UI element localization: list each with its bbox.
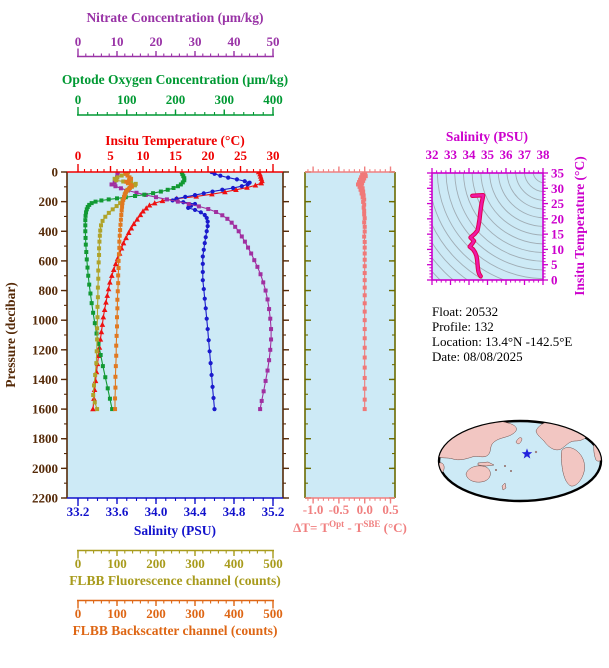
svg-text:500: 500 — [263, 606, 283, 621]
svg-text:25: 25 — [234, 148, 248, 163]
oxygen-axis-title: Optode Oxygen Concentration (μm/kg) — [62, 72, 288, 87]
svg-text:200: 200 — [39, 194, 59, 209]
location-line: Location: 13.4°N -142.5°E — [432, 334, 572, 349]
svg-text:800: 800 — [39, 283, 59, 298]
svg-text:5: 5 — [107, 148, 114, 163]
svg-text:50: 50 — [267, 34, 280, 49]
svg-text:400: 400 — [224, 556, 244, 571]
svg-text:200: 200 — [166, 92, 186, 107]
map-island-dot — [535, 451, 537, 453]
svg-text:20: 20 — [150, 34, 163, 49]
svg-text:2000: 2000 — [32, 461, 58, 476]
profile-number-line: Profile: 132 — [432, 319, 494, 334]
svg-text:100: 100 — [117, 92, 137, 107]
fluorescence-axis-title: FLBB Fluorescence channel (counts) — [69, 573, 281, 588]
svg-text:34.8: 34.8 — [223, 504, 246, 519]
svg-text:1400: 1400 — [32, 372, 58, 387]
svg-text:0: 0 — [52, 165, 59, 180]
svg-text:-1.0: -1.0 — [303, 502, 324, 517]
svg-text:10: 10 — [551, 242, 564, 257]
svg-text:500: 500 — [263, 556, 283, 571]
svg-text:200: 200 — [146, 606, 166, 621]
svg-text:0: 0 — [75, 606, 82, 621]
svg-text:34.4: 34.4 — [184, 504, 207, 519]
svg-text:35: 35 — [551, 166, 565, 181]
svg-text:0.5: 0.5 — [382, 502, 399, 517]
svg-text:0: 0 — [551, 273, 558, 288]
svg-text:15: 15 — [169, 148, 183, 163]
delta-t-axis-label: ΔT= TOpt - TSBE (°C) — [293, 519, 407, 535]
svg-text:34: 34 — [463, 147, 477, 162]
svg-text:300: 300 — [215, 92, 235, 107]
backscatter-axis-title: FLBB Backscatter channel (counts) — [73, 623, 278, 638]
map-island-dot — [504, 465, 506, 467]
svg-text:0: 0 — [75, 92, 82, 107]
map-africa-east — [594, 438, 605, 462]
svg-text:20: 20 — [202, 148, 215, 163]
temperature-axis-title: Insitu Temperature (°C) — [105, 133, 244, 148]
svg-text:0: 0 — [75, 556, 82, 571]
svg-text:1600: 1600 — [32, 402, 58, 417]
svg-text:-0.5: -0.5 — [329, 502, 350, 517]
date-line: Date: 08/08/2025 — [432, 349, 523, 364]
svg-text:36: 36 — [500, 147, 514, 162]
svg-text:300: 300 — [185, 556, 205, 571]
map-island-dot — [495, 469, 497, 471]
svg-text:33.6: 33.6 — [106, 504, 129, 519]
svg-text:10: 10 — [111, 34, 124, 49]
svg-text:32: 32 — [426, 147, 439, 162]
svg-text:37: 37 — [518, 147, 532, 162]
svg-text:33: 33 — [444, 147, 458, 162]
svg-text:0.0: 0.0 — [357, 502, 373, 517]
svg-text:40: 40 — [228, 34, 241, 49]
ts-salinity-axis-title: Salinity (PSU) — [446, 129, 528, 144]
pressure-axis-title: Pressure (decibar) — [3, 282, 18, 388]
svg-text:1800: 1800 — [32, 431, 58, 446]
svg-text:400: 400 — [263, 92, 283, 107]
svg-text:1000: 1000 — [32, 313, 58, 328]
svg-text:33.2: 33.2 — [67, 504, 90, 519]
svg-text:30: 30 — [189, 34, 202, 49]
svg-text:200: 200 — [146, 556, 166, 571]
svg-text:34.0: 34.0 — [145, 504, 168, 519]
svg-text:30: 30 — [267, 148, 280, 163]
svg-text:300: 300 — [185, 606, 205, 621]
svg-text:0: 0 — [75, 34, 82, 49]
svg-text:100: 100 — [107, 556, 127, 571]
svg-text:600: 600 — [39, 253, 59, 268]
salinity-axis-title: Salinity (PSU) — [134, 523, 216, 538]
svg-text:2200: 2200 — [32, 491, 58, 506]
svg-text:38: 38 — [537, 147, 551, 162]
svg-text:20: 20 — [551, 211, 564, 226]
svg-text:35.2: 35.2 — [262, 504, 285, 519]
svg-text:35: 35 — [481, 147, 495, 162]
svg-text:5: 5 — [551, 257, 558, 272]
svg-text:1200: 1200 — [32, 342, 58, 357]
svg-text:100: 100 — [107, 606, 127, 621]
float-info: Float: 20532 Profile: 132 Location: 13.4… — [432, 304, 572, 364]
svg-text:15: 15 — [551, 227, 565, 242]
svg-text:0: 0 — [75, 148, 82, 163]
svg-text:400: 400 — [224, 606, 244, 621]
svg-text:10: 10 — [137, 148, 150, 163]
svg-text:30: 30 — [551, 181, 564, 196]
svg-text:400: 400 — [39, 224, 59, 239]
world-map — [438, 420, 605, 501]
svg-text:25: 25 — [551, 196, 565, 211]
float-id-line: Float: 20532 — [432, 304, 498, 319]
nitrate-axis-title: Nitrate Concentration (μm/kg) — [86, 10, 263, 25]
ts-temperature-axis-title: Insitu Temperature (°C) — [572, 156, 587, 295]
map-greenland — [585, 421, 596, 430]
map-island-dot — [510, 470, 512, 472]
